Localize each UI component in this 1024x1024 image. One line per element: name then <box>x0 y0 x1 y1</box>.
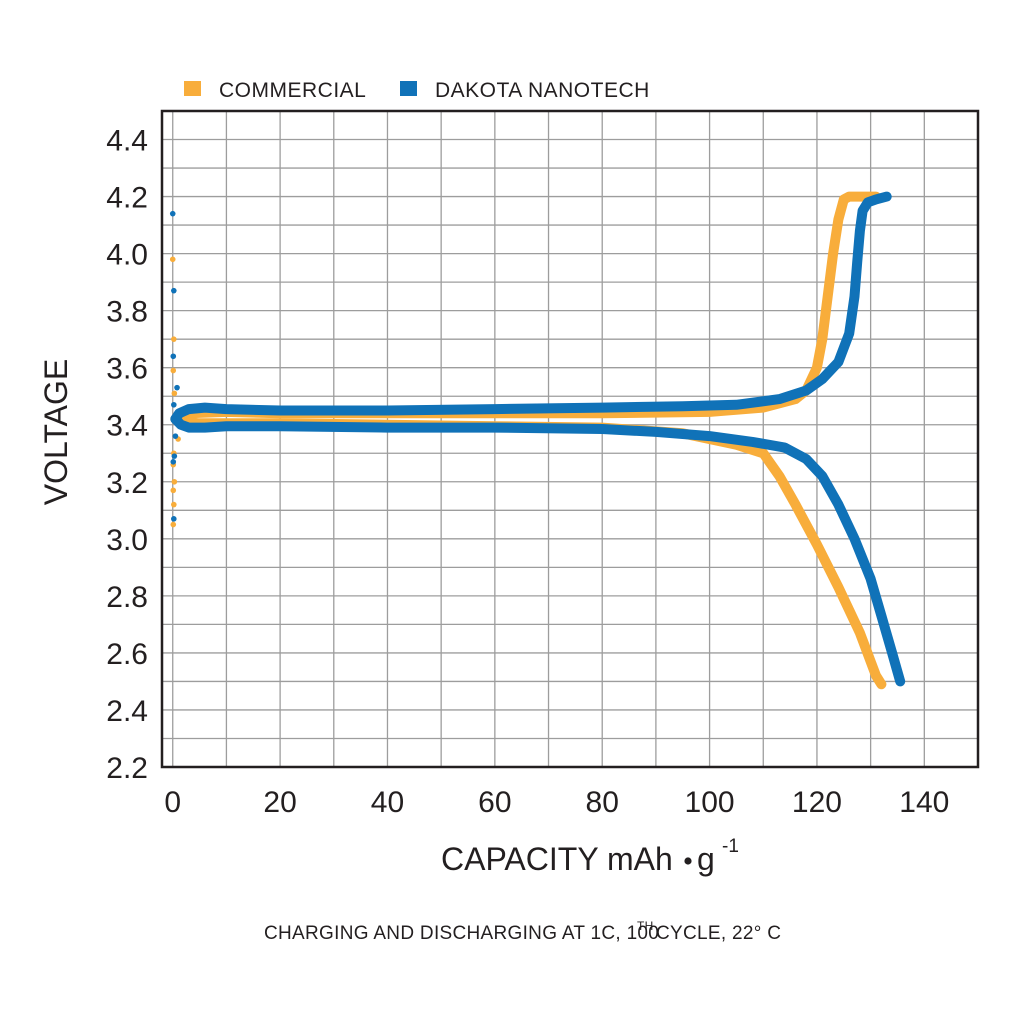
series-lines <box>169 191 906 690</box>
series-dakota-point <box>171 401 177 408</box>
series-commercial-point <box>170 487 177 494</box>
y-tick-label: 2.6 <box>106 638 148 671</box>
series-commercial-point <box>169 256 176 263</box>
series-commercial-point <box>171 390 178 397</box>
grid-lines <box>162 111 978 767</box>
x-axis-title: CAPACITY mAh g -1 <box>441 836 739 877</box>
series-dakota-point <box>170 459 177 465</box>
series-commercial-point <box>170 367 177 374</box>
y-tick-labels: 2.2 2.4 2.6 2.8 3.0 3.2 3.4 3.6 3.8 4.0 4.2 4.4 <box>106 125 148 785</box>
y-tick-label: 3.2 <box>106 467 148 500</box>
series-commercial-point <box>171 478 178 485</box>
series-commercial-point <box>171 336 177 342</box>
x-tick-label: 60 <box>478 786 511 819</box>
y-tick-label: 4.2 <box>106 182 148 215</box>
y-tick-label: 4.4 <box>106 125 148 158</box>
legend-swatch-dakota <box>400 81 417 96</box>
series-dakota-point <box>171 516 177 522</box>
y-tick-label: 2.4 <box>106 695 148 728</box>
y-tick-label: 3.6 <box>106 353 148 386</box>
series-dakota-point <box>171 287 177 294</box>
caption-superscript: TH <box>637 919 654 933</box>
series-dakota-discharge-line <box>170 414 906 687</box>
x-tick-label: 100 <box>685 786 735 819</box>
x-axis-title-exponent: -1 <box>722 836 739 857</box>
series-dakota-point <box>169 210 176 217</box>
y-tick-label: 3.4 <box>106 410 148 443</box>
series-commercial-point <box>170 521 177 528</box>
caption-part2: CYCLE, 22° C <box>656 923 781 944</box>
series-dakota <box>169 191 906 687</box>
series-dakota-point <box>174 384 180 391</box>
svg-text:g: g <box>697 841 715 877</box>
y-tick-label: 2.8 <box>106 581 148 614</box>
svg-text:CAPACITY mAh: CAPACITY mAh <box>441 841 673 877</box>
legend-label-commercial: COMMERCIAL <box>219 79 366 102</box>
x-tick-labels: 0 20 40 60 80 100 120 140 <box>164 786 949 819</box>
caption: CHARGING AND DISCHARGING AT 1C, 100 TH C… <box>264 919 781 944</box>
legend-label-dakota: DAKOTA NANOTECH <box>435 79 650 102</box>
caption-part1: CHARGING AND DISCHARGING AT 1C, 100 <box>264 923 659 944</box>
x-tick-label: 20 <box>263 786 296 819</box>
x-axis-title-dot <box>684 857 692 865</box>
y-tick-label: 3.8 <box>106 296 148 329</box>
x-tick-label: 140 <box>899 786 949 819</box>
series-commercial <box>169 191 887 690</box>
y-tick-label: 2.2 <box>106 752 148 785</box>
series-dakota-charge-line <box>170 191 892 424</box>
x-tick-label: 40 <box>371 786 404 819</box>
y-tick-label: 4.0 <box>106 239 148 272</box>
series-dakota-point <box>171 453 178 459</box>
plot-frame <box>160 109 980 769</box>
y-axis-title: VOLTAGE <box>38 359 74 505</box>
x-tick-label: 80 <box>586 786 619 819</box>
x-axis-title-unit: g <box>697 841 715 877</box>
x-tick-label: 0 <box>164 786 181 819</box>
legend-swatch-commercial <box>184 81 201 96</box>
series-dakota-point <box>170 353 177 360</box>
series-commercial-discharge-line <box>170 414 887 690</box>
x-axis-title-main: CAPACITY mAh <box>441 841 673 877</box>
x-tick-label: 120 <box>792 786 842 819</box>
y-tick-label: 3.0 <box>106 524 148 557</box>
legend: COMMERCIAL DAKOTA NANOTECH <box>184 79 650 102</box>
series-commercial-point <box>171 501 177 508</box>
series-dakota-point <box>172 433 179 439</box>
